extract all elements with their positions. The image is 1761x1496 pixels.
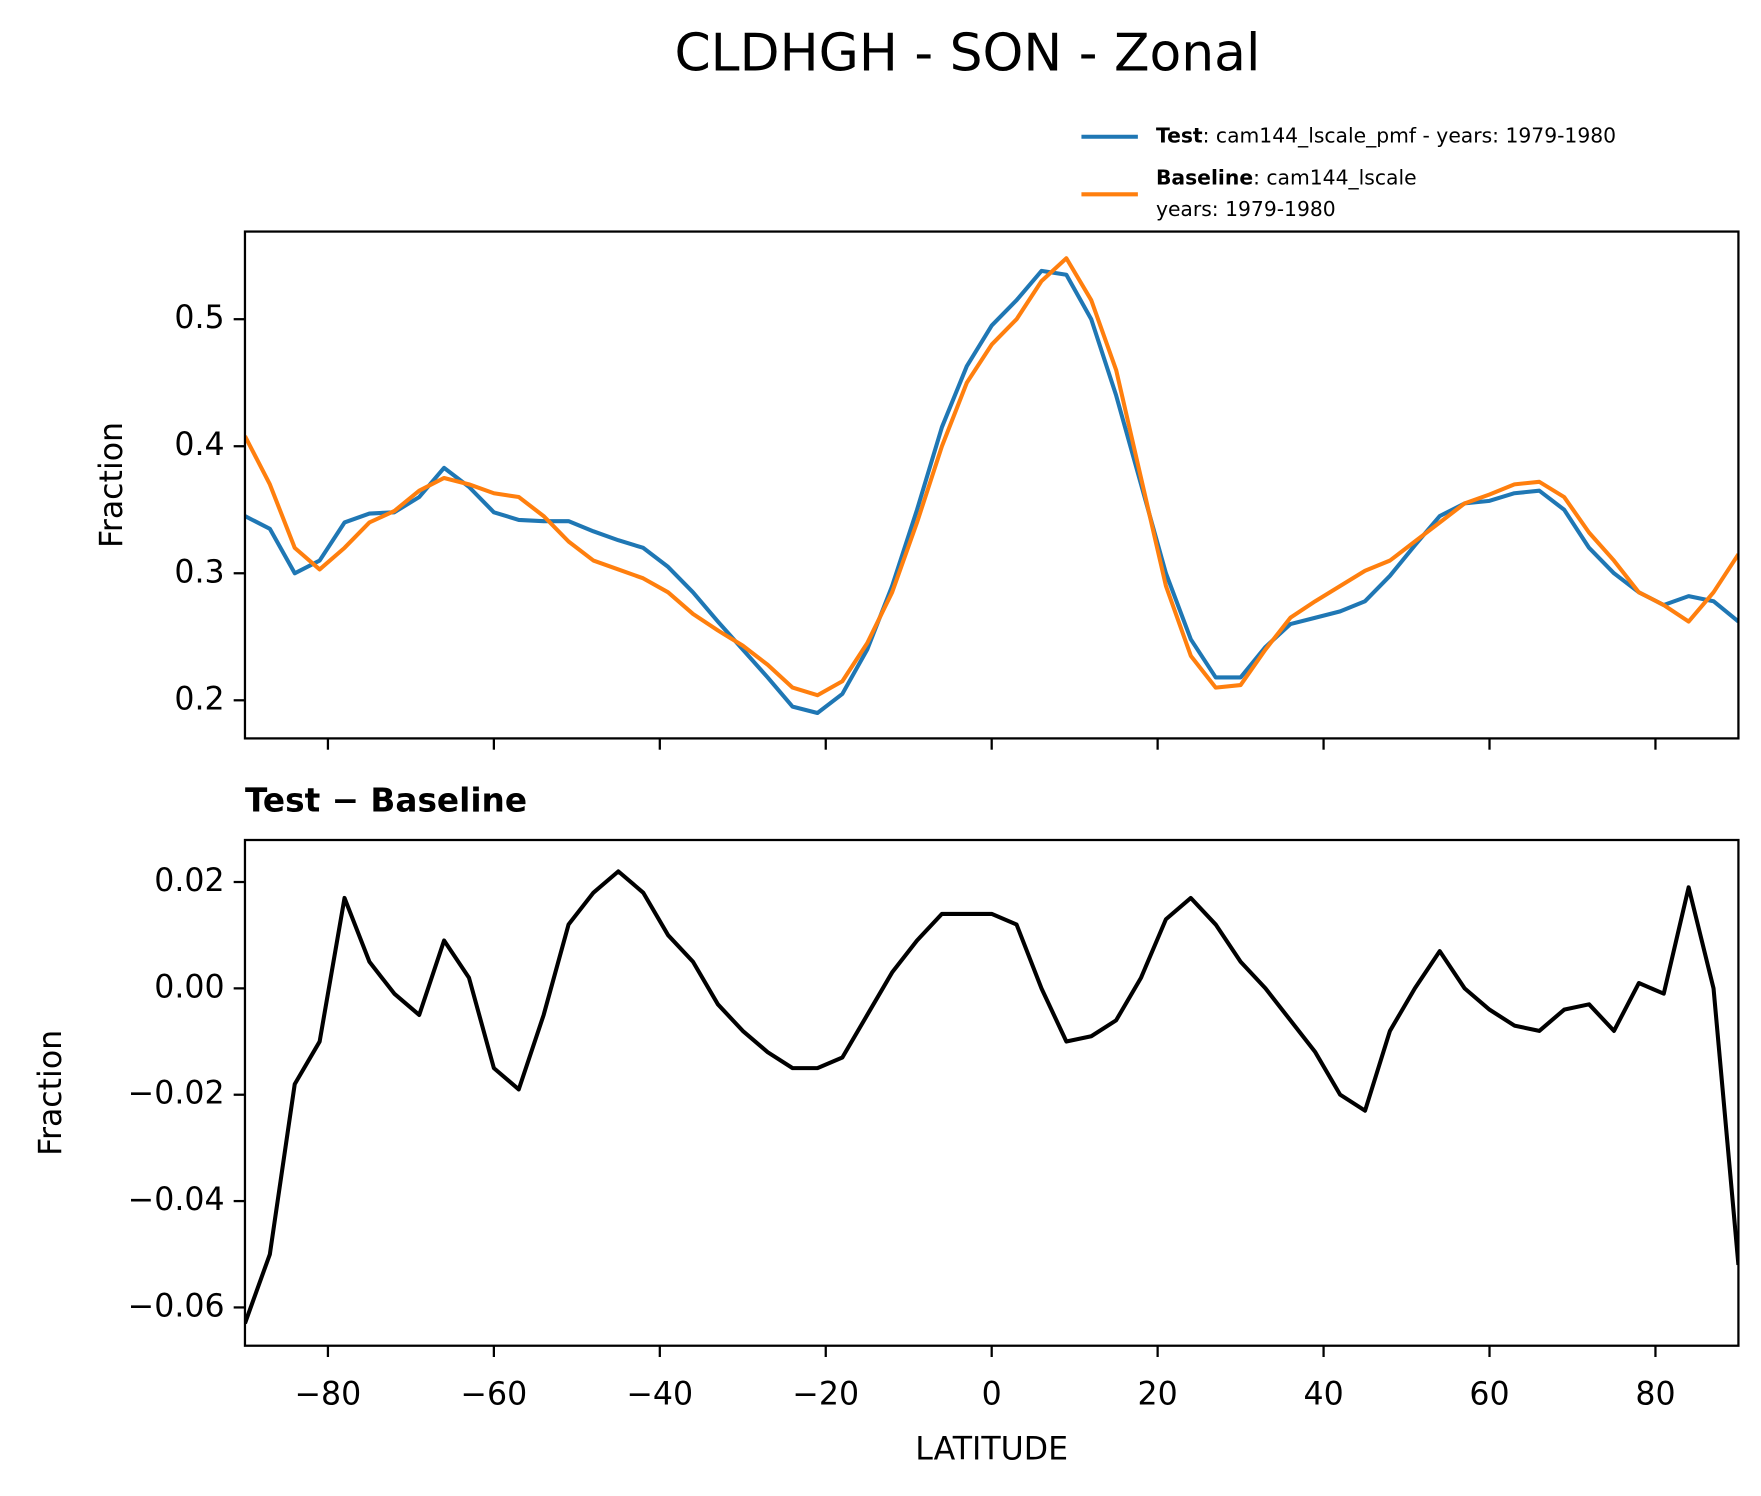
x-tick-label: 20 xyxy=(1138,1376,1178,1412)
legend-entry: Baseline: cam144_lscale xyxy=(1156,165,1417,190)
legend-name: Baseline xyxy=(1156,165,1253,189)
chart-title: CLDHGH - SON - Zonal xyxy=(674,24,1260,84)
x-axis-label: LATITUDE xyxy=(915,1432,1068,1468)
plot-area xyxy=(244,256,1739,716)
y-tick-label: 0.3 xyxy=(174,554,224,590)
y-tick-label: −0.04 xyxy=(128,1182,225,1218)
data-line xyxy=(244,869,1739,1325)
y-tick-label: 0.00 xyxy=(154,969,224,1005)
x-tick-label: 80 xyxy=(1635,1376,1675,1412)
y-tick-label: 0.5 xyxy=(174,300,224,336)
x-tick-label: −40 xyxy=(626,1376,693,1412)
legend-description: : cam144_lscale_pmf - years: 1979-1980 xyxy=(1203,124,1616,149)
x-tick-label: 40 xyxy=(1303,1376,1343,1412)
y-tick-label: −0.06 xyxy=(128,1288,225,1324)
y-axis-label: Fraction xyxy=(33,1030,69,1156)
y-tick-label: 0.2 xyxy=(174,681,224,717)
x-tick-label: −60 xyxy=(461,1376,528,1412)
x-tick-label: 0 xyxy=(982,1376,1002,1412)
panel-title: Test − Baseline xyxy=(245,782,527,820)
x-tick-label: −20 xyxy=(792,1376,859,1412)
y-axis-label: Fraction xyxy=(94,422,130,548)
y-tick-label: −0.02 xyxy=(128,1076,225,1112)
x-tick-label: 60 xyxy=(1469,1376,1509,1412)
data-line xyxy=(244,256,1739,698)
axes-frame xyxy=(243,838,1740,1347)
y-tick-label: 0.02 xyxy=(154,863,224,899)
legend-name: Test xyxy=(1156,124,1203,148)
y-tick-label: 0.4 xyxy=(174,427,224,463)
plot-area xyxy=(244,869,1739,1325)
data-line xyxy=(244,268,1739,716)
legend-description: years: 1979-1980 xyxy=(1156,197,1336,221)
x-tick-label: −80 xyxy=(295,1376,362,1412)
legend-entry: Test: cam144_lscale_pmf - years: 1979-19… xyxy=(1156,124,1616,149)
axes-frame xyxy=(243,230,1740,740)
legend-entry: years: 1979-1980 xyxy=(1156,197,1336,221)
legend-description: : cam144_lscale xyxy=(1253,165,1417,190)
